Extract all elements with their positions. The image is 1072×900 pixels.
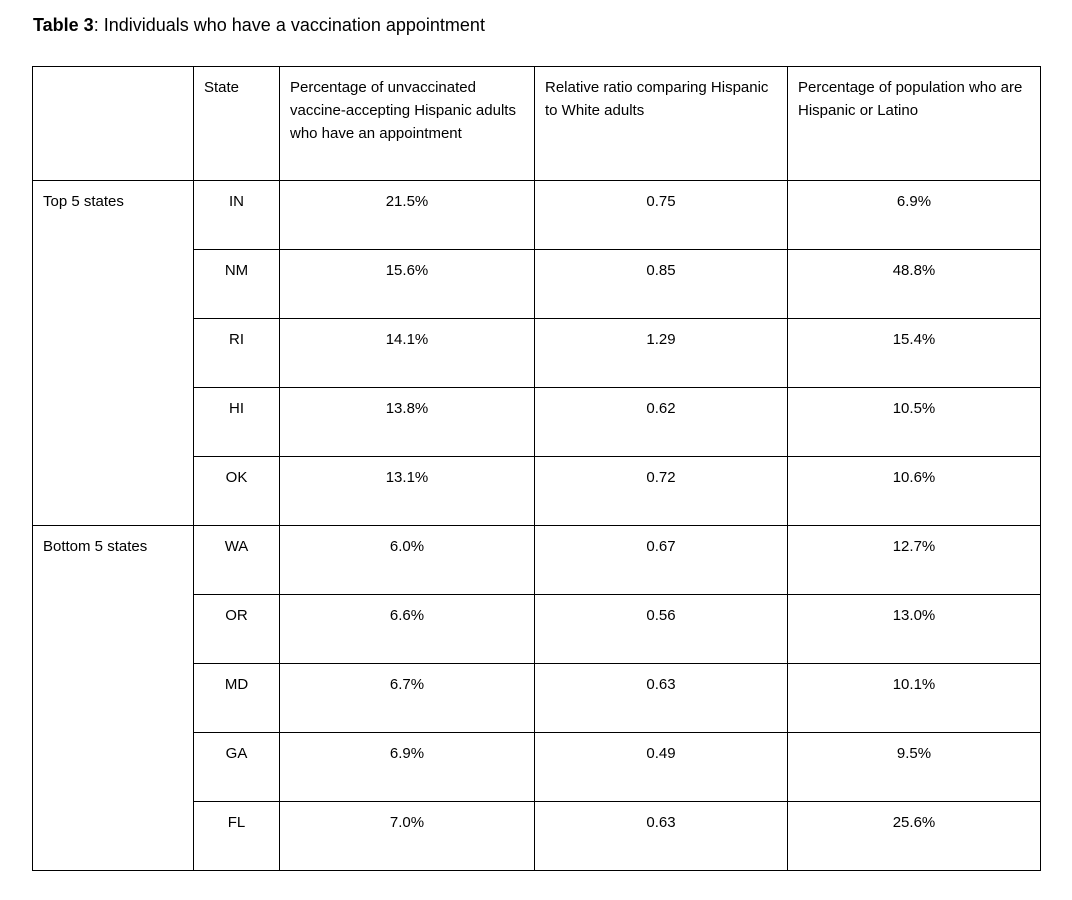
pct-hispanic-cell: 10.5% [787, 387, 1041, 457]
table-row: GA 6.9% 0.49 9.5% [33, 732, 1041, 802]
pct-hispanic-cell: 13.0% [787, 594, 1041, 664]
state-cell: HI [193, 387, 280, 457]
ratio-cell: 0.67 [534, 525, 788, 595]
pct-appointment-cell: 13.8% [279, 387, 535, 457]
ratio-cell: 0.56 [534, 594, 788, 664]
pct-hispanic-cell: 9.5% [787, 732, 1041, 802]
pct-hispanic-cell: 48.8% [787, 249, 1041, 319]
pct-hispanic-cell: 25.6% [787, 801, 1041, 871]
state-cell: IN [193, 180, 280, 250]
relative-ratio-header-cell: Relative ratio comparing Hispanic to Whi… [534, 66, 788, 181]
pct-appointment-cell: 6.7% [279, 663, 535, 733]
state-cell: FL [193, 801, 280, 871]
state-cell: GA [193, 732, 280, 802]
table-row: HI 13.8% 0.62 10.5% [33, 387, 1041, 457]
table-caption-number: Table 3 [33, 15, 94, 35]
header-row: State Percentage of unvaccinated vaccine… [32, 66, 1041, 181]
row-group-label-bottom5: Bottom 5 states [32, 525, 194, 871]
pct-hispanic-cell: 6.9% [787, 180, 1041, 250]
pct-hispanic-cell: 15.4% [787, 318, 1041, 388]
ratio-cell: 1.29 [534, 318, 788, 388]
ratio-cell: 0.72 [534, 456, 788, 526]
pct-appointment-cell: 6.0% [279, 525, 535, 595]
table-caption: Table 3: Individuals who have a vaccinat… [33, 14, 1072, 36]
table-row: RI 14.1% 1.29 15.4% [33, 318, 1041, 388]
state-cell: OK [193, 456, 280, 526]
pct-appointment-cell: 14.1% [279, 318, 535, 388]
ratio-cell: 0.85 [534, 249, 788, 319]
state-header-cell: State [193, 66, 280, 181]
table-row: FL 7.0% 0.63 25.6% [33, 801, 1041, 871]
pct-hispanic-cell: 10.1% [787, 663, 1041, 733]
ratio-cell: 0.75 [534, 180, 788, 250]
ratio-cell: 0.62 [534, 387, 788, 457]
vaccination-appointment-table: State Percentage of unvaccinated vaccine… [32, 66, 1041, 871]
pct-appointment-header-cell: Percentage of unvaccinated vaccine-accep… [279, 66, 535, 181]
row-group-label-top5: Top 5 states [32, 180, 194, 526]
corner-header-cell [32, 66, 194, 181]
pct-hispanic-cell: 10.6% [787, 456, 1041, 526]
pct-hispanic-header-cell: Percentage of population who are Hispani… [787, 66, 1041, 181]
table-row: NM 15.6% 0.85 48.8% [33, 249, 1041, 319]
state-cell: MD [193, 663, 280, 733]
table-row: MD 6.7% 0.63 10.1% [33, 663, 1041, 733]
table-row: OR 6.6% 0.56 13.0% [33, 594, 1041, 664]
table-row: Bottom 5 states WA 6.0% 0.67 12.7% [32, 525, 1041, 871]
state-cell: WA [193, 525, 280, 595]
state-cell: OR [193, 594, 280, 664]
pct-appointment-cell: 13.1% [279, 456, 535, 526]
table-caption-text: : Individuals who have a vaccination app… [93, 15, 485, 35]
table-row: Top 5 states IN 21.5% 0.75 6.9% [32, 180, 1041, 526]
pct-appointment-cell: 21.5% [279, 180, 535, 250]
table-row: OK 13.1% 0.72 10.6% [33, 456, 1041, 526]
pct-appointment-cell: 6.6% [279, 594, 535, 664]
ratio-cell: 0.49 [534, 732, 788, 802]
pct-appointment-cell: 15.6% [279, 249, 535, 319]
state-cell: NM [193, 249, 280, 319]
ratio-cell: 0.63 [534, 663, 788, 733]
pct-appointment-cell: 6.9% [279, 732, 535, 802]
ratio-cell: 0.63 [534, 801, 788, 871]
state-cell: RI [193, 318, 280, 388]
pct-hispanic-cell: 12.7% [787, 525, 1041, 595]
pct-appointment-cell: 7.0% [279, 801, 535, 871]
